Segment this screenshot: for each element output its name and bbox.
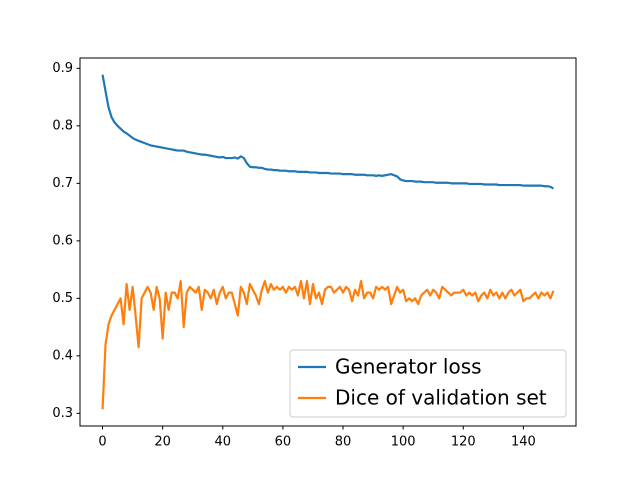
line-series bbox=[101, 74, 554, 190]
y-tick-label: 0.6 bbox=[52, 233, 73, 248]
y-tick-label: 0.4 bbox=[52, 348, 73, 363]
y-tick-label: 0.7 bbox=[52, 176, 73, 191]
legend-label: Dice of validation set bbox=[335, 386, 547, 410]
legend-box bbox=[289, 349, 567, 418]
x-tick-label: 120 bbox=[451, 435, 476, 450]
x-tick-label: 20 bbox=[154, 435, 171, 450]
x-tick-label: 40 bbox=[215, 435, 232, 450]
x-tick-label: 100 bbox=[391, 435, 416, 450]
legend: Generator loss Dice of validation set bbox=[289, 349, 567, 418]
legend-label: Generator loss bbox=[335, 355, 482, 379]
y-tick-label: 0.3 bbox=[52, 406, 73, 421]
line-series bbox=[101, 280, 555, 410]
x-tick-label: 0 bbox=[98, 435, 106, 450]
y-tick-label: 0.5 bbox=[52, 291, 73, 306]
plot-frame bbox=[79, 57, 577, 427]
y-tick-label: 0.8 bbox=[52, 118, 73, 133]
x-tick-label: 140 bbox=[511, 435, 536, 450]
y-tick-label: 0.9 bbox=[52, 61, 73, 76]
x-tick-label: 60 bbox=[275, 435, 292, 450]
x-tick-label: 80 bbox=[335, 435, 352, 450]
